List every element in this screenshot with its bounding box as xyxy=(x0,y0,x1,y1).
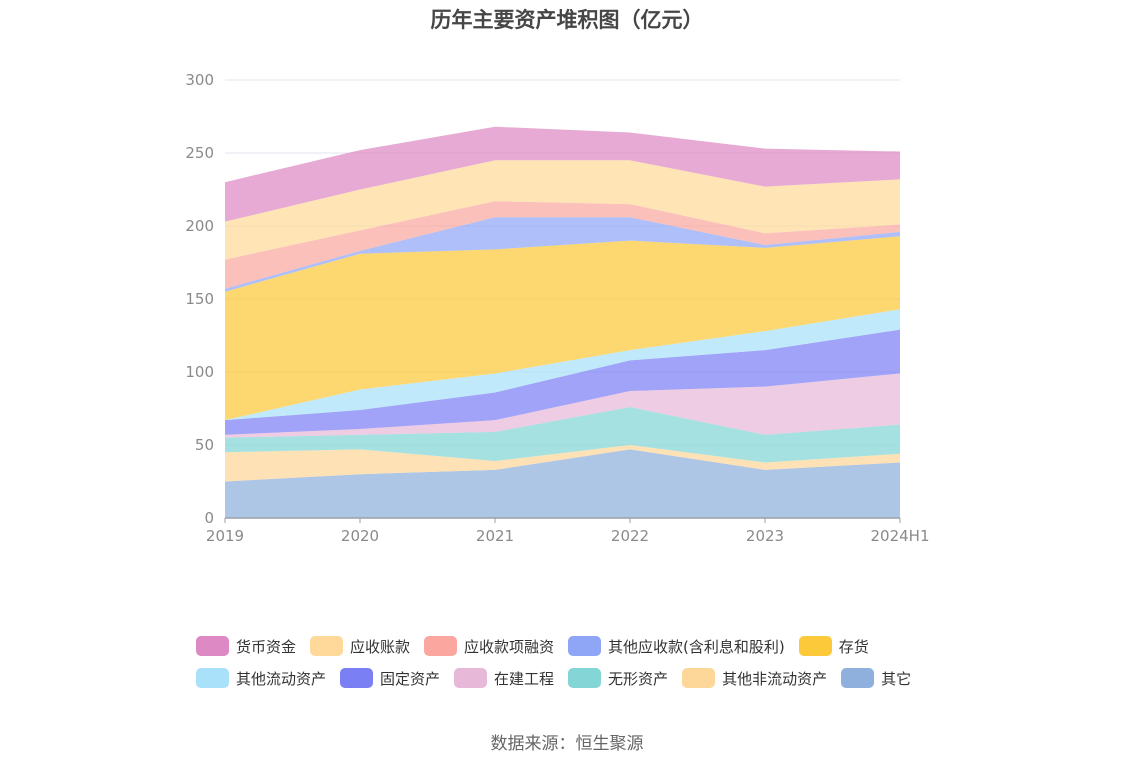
area-series-其他流动资产 xyxy=(225,309,900,421)
legend-item[interactable]: 其他非流动资产 xyxy=(682,668,827,689)
area-series-应收账款 xyxy=(225,160,900,260)
x-tick-label: 2022 xyxy=(611,527,649,545)
area-series-固定资产 xyxy=(225,329,900,435)
x-tick-label: 2021 xyxy=(476,527,514,545)
legend-label: 应收账款 xyxy=(350,637,411,656)
area-series-在建工程 xyxy=(225,373,900,438)
area-series xyxy=(225,126,900,518)
legend-label: 其他非流动资产 xyxy=(722,669,828,688)
chart-title: 历年主要资产堆积图（亿元） xyxy=(430,8,704,32)
legend-label: 存货 xyxy=(838,637,869,656)
y-tick-label: 250 xyxy=(185,144,214,162)
legend-swatch xyxy=(196,636,229,656)
stacked-area-chart: 0 50 100 150 200 250 300 2019 2020 2021 2022 2023 20… xyxy=(185,71,929,545)
legend-item[interactable]: 其它 xyxy=(841,668,911,689)
area-series-其他非流动资产 xyxy=(225,445,900,482)
legend-swatch xyxy=(568,636,602,656)
source-note: 数据来源：恒生聚源 xyxy=(490,734,644,754)
legend-swatch xyxy=(340,668,374,688)
y-tick-label: 200 xyxy=(185,217,214,235)
legend-item[interactable]: 应收账款 xyxy=(310,636,410,657)
x-tick-label: 2020 xyxy=(341,527,379,545)
legend-swatch xyxy=(841,668,875,688)
legend-item[interactable]: 存货 xyxy=(798,636,869,657)
legend-item[interactable]: 在建工程 xyxy=(454,668,554,689)
y-tick-label: 100 xyxy=(185,363,214,381)
legend-swatch xyxy=(310,636,344,656)
legend-swatch xyxy=(682,668,716,688)
legend-swatch xyxy=(798,636,832,656)
legend-swatch xyxy=(424,636,458,656)
legend-item[interactable]: 应收款项融资 xyxy=(424,636,554,657)
area-series-其它 xyxy=(225,449,900,518)
area-series-应收款项融资 xyxy=(225,201,900,289)
legend-label: 在建工程 xyxy=(494,669,555,688)
y-tick-label: 300 xyxy=(185,71,214,89)
legend-item[interactable]: 无形资产 xyxy=(568,668,668,689)
legend-label: 固定资产 xyxy=(380,669,441,688)
legend-item[interactable]: 固定资产 xyxy=(340,668,440,689)
y-tick-label: 0 xyxy=(204,509,214,527)
area-series-其他应收款(含利息和股利) xyxy=(225,217,900,292)
area-series-无形资产 xyxy=(225,407,900,463)
legend-item[interactable]: 其他流动资产 xyxy=(196,668,326,689)
legend-label: 其他应收款(含利息和股利) xyxy=(608,637,785,656)
legend-label: 其他流动资产 xyxy=(236,669,327,688)
legend-item[interactable]: 其他应收款(含利息和股利) xyxy=(568,636,785,657)
legend-label: 应收款项融资 xyxy=(464,637,555,656)
legend-row: 货币资金 应收账款 应收款项融资 其他应收款(含利息和股利) 存货 xyxy=(196,630,956,662)
area-series-货币资金 xyxy=(225,126,900,222)
y-tick-label: 50 xyxy=(195,436,214,454)
legend-label: 其它 xyxy=(881,669,912,688)
legend-label: 货币资金 xyxy=(236,637,297,656)
legend-item[interactable]: 货币资金 xyxy=(196,636,296,657)
y-tick-label: 150 xyxy=(185,290,214,308)
legend-swatch xyxy=(568,668,602,688)
x-tick-label: 2024H1 xyxy=(871,527,930,545)
x-tick-label: 2023 xyxy=(746,527,784,545)
legend: 货币资金 应收账款 应收款项融资 其他应收款(含利息和股利) 存货 其他流动资产 固定资产… xyxy=(196,630,956,694)
legend-swatch xyxy=(196,668,229,688)
x-tick-label: 2019 xyxy=(206,527,244,545)
axes: 0 50 100 150 200 250 300 2019 2020 2021 2022 2023 20… xyxy=(185,71,929,545)
legend-row: 其他流动资产 固定资产 在建工程 无形资产 其他非流动资产 其它 xyxy=(196,662,956,694)
area-series-存货 xyxy=(225,236,900,421)
legend-label: 无形资产 xyxy=(608,669,669,688)
legend-swatch xyxy=(454,668,488,688)
